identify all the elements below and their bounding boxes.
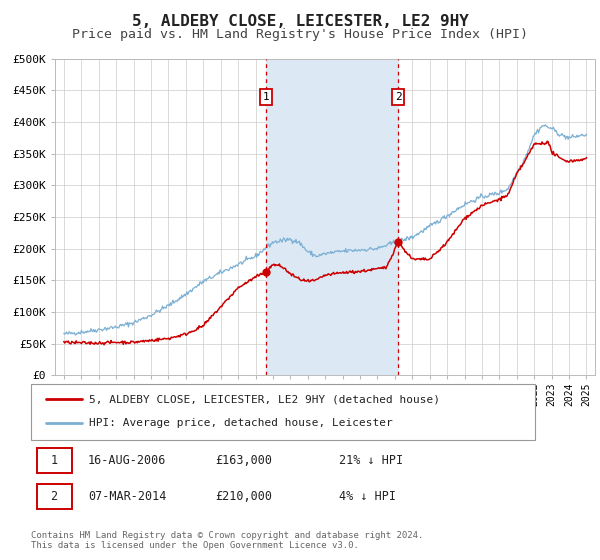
Text: 1: 1 <box>263 92 269 102</box>
Bar <box>37 448 72 473</box>
Text: 5, ALDEBY CLOSE, LEICESTER, LE2 9HY (detached house): 5, ALDEBY CLOSE, LEICESTER, LE2 9HY (det… <box>89 394 440 404</box>
Text: 21% ↓ HPI: 21% ↓ HPI <box>339 454 403 467</box>
Text: £210,000: £210,000 <box>215 490 272 503</box>
Bar <box>266 59 398 375</box>
Text: Contains HM Land Registry data © Crown copyright and database right 2024.
This d: Contains HM Land Registry data © Crown c… <box>31 531 424 550</box>
Text: HPI: Average price, detached house, Leicester: HPI: Average price, detached house, Leic… <box>89 418 393 428</box>
Text: 4% ↓ HPI: 4% ↓ HPI <box>339 490 396 503</box>
Text: 1: 1 <box>50 454 58 467</box>
Text: 2: 2 <box>50 490 58 503</box>
Text: £163,000: £163,000 <box>215 454 272 467</box>
Bar <box>37 484 72 508</box>
Text: 2: 2 <box>395 92 401 102</box>
Text: 07-MAR-2014: 07-MAR-2014 <box>88 490 166 503</box>
Text: 16-AUG-2006: 16-AUG-2006 <box>88 454 166 467</box>
Text: Price paid vs. HM Land Registry's House Price Index (HPI): Price paid vs. HM Land Registry's House … <box>72 28 528 41</box>
Text: 5, ALDEBY CLOSE, LEICESTER, LE2 9HY: 5, ALDEBY CLOSE, LEICESTER, LE2 9HY <box>131 14 469 29</box>
